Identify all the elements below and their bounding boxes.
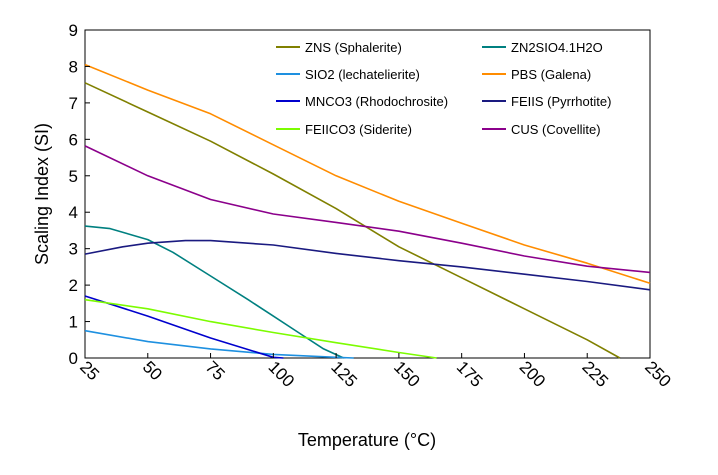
legend-label: CUS (Covellite) (511, 122, 601, 137)
legend-label: PBS (Galena) (511, 67, 591, 82)
series-line-8 (84, 145, 651, 274)
series-line-6 (84, 239, 651, 291)
plot-frame (84, 29, 651, 359)
y-tick-label: 9 (69, 21, 78, 40)
series-line-1 (84, 82, 621, 359)
y-tick-label: 5 (69, 167, 78, 186)
x-tick-label: 100 (265, 357, 298, 390)
x-tick-label: 75 (202, 357, 229, 384)
x-tick-label: 200 (516, 357, 549, 390)
y-axis-ticks: 0 1 2 3 4 5 6 7 8 9 (69, 21, 90, 368)
series-line-2 (84, 225, 344, 359)
x-tick-label: 125 (327, 357, 360, 390)
series-line-5 (84, 295, 284, 359)
legend-label: ZN2SIO4.1H2O (511, 40, 603, 55)
y-tick-label: 1 (69, 313, 78, 332)
legend-label: MNCO3 (Rhodochrosite) (305, 94, 448, 109)
x-axis-ticks: 25 50 75 100 125 150 175 200 225 250 (76, 353, 675, 391)
y-tick-label: 4 (69, 203, 78, 222)
y-axis-title: Scaling Index (SI) (32, 123, 52, 265)
x-axis-title: Temperature (°C) (298, 430, 436, 450)
legend-label: FEIICO3 (Siderite) (305, 122, 412, 137)
x-tick-label: 175 (453, 357, 486, 390)
x-tick-label: 150 (390, 357, 423, 390)
legend-label: FEIIS (Pyrrhotite) (511, 94, 611, 109)
series-layer (84, 63, 651, 359)
legend: ZNS (Sphalerite) ZN2SIO4.1H2O SIO2 (lechat… (276, 40, 611, 137)
x-tick-label: 250 (641, 357, 674, 390)
series-line-7 (84, 298, 437, 359)
y-tick-label: 3 (69, 240, 78, 259)
series-line-3 (84, 329, 354, 359)
legend-label: SIO2 (lechatelierite) (305, 67, 420, 82)
x-tick-label: 225 (578, 357, 611, 390)
y-tick-label: 0 (69, 349, 78, 368)
x-tick-label: 25 (76, 357, 103, 384)
y-tick-label: 6 (69, 130, 78, 149)
y-tick-label: 2 (69, 276, 78, 295)
y-tick-label: 7 (69, 94, 78, 113)
x-tick-label: 50 (139, 357, 166, 384)
y-tick-label: 8 (69, 57, 78, 76)
series-line-4 (84, 63, 651, 285)
legend-label: ZNS (Sphalerite) (305, 40, 402, 55)
